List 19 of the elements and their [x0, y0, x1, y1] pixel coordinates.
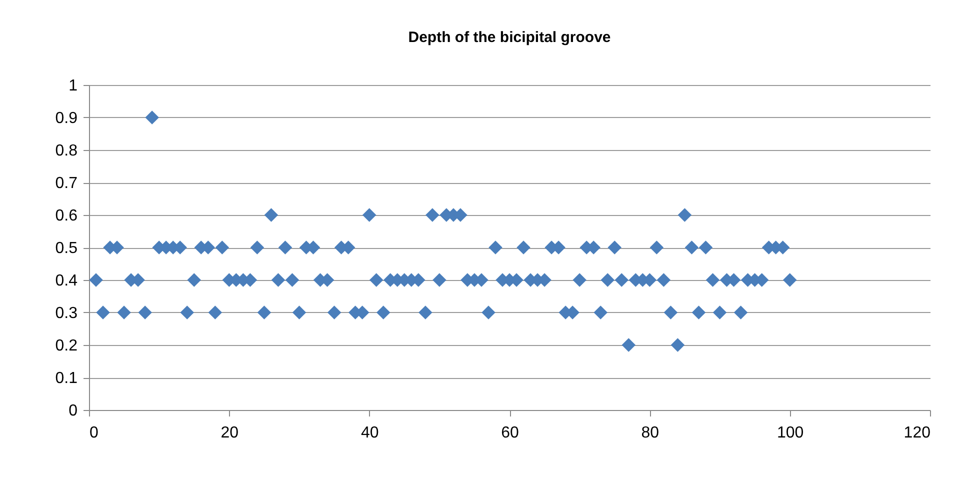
x-tick-label: 60: [501, 424, 519, 442]
x-tick-label: 40: [360, 424, 379, 442]
y-tick-label: 0.2: [55, 338, 78, 354]
y-tick-label: 0: [68, 402, 78, 420]
y-tick-label: 0.8: [55, 142, 78, 160]
x-tick-label: 20: [220, 424, 239, 442]
x-tick-label: 80: [641, 424, 660, 442]
y-tick-label: 0.1: [55, 370, 78, 387]
chart-title: Depth of the bicipital groove: [408, 29, 611, 46]
x-tick-label: 0: [90, 424, 98, 442]
y-tick-label: 0.6: [55, 208, 78, 224]
x-tick-label: 120: [904, 424, 931, 442]
y-tick-label: 0.9: [55, 110, 78, 127]
y-tick-label: 0.7: [55, 175, 78, 192]
x-tick-label: 100: [776, 424, 804, 442]
y-tick-label: 0.5: [55, 240, 78, 257]
y-tick-label: 1: [68, 78, 78, 94]
y-tick-label: 0.3: [55, 305, 78, 322]
y-tick-label: 0.4: [55, 272, 78, 290]
